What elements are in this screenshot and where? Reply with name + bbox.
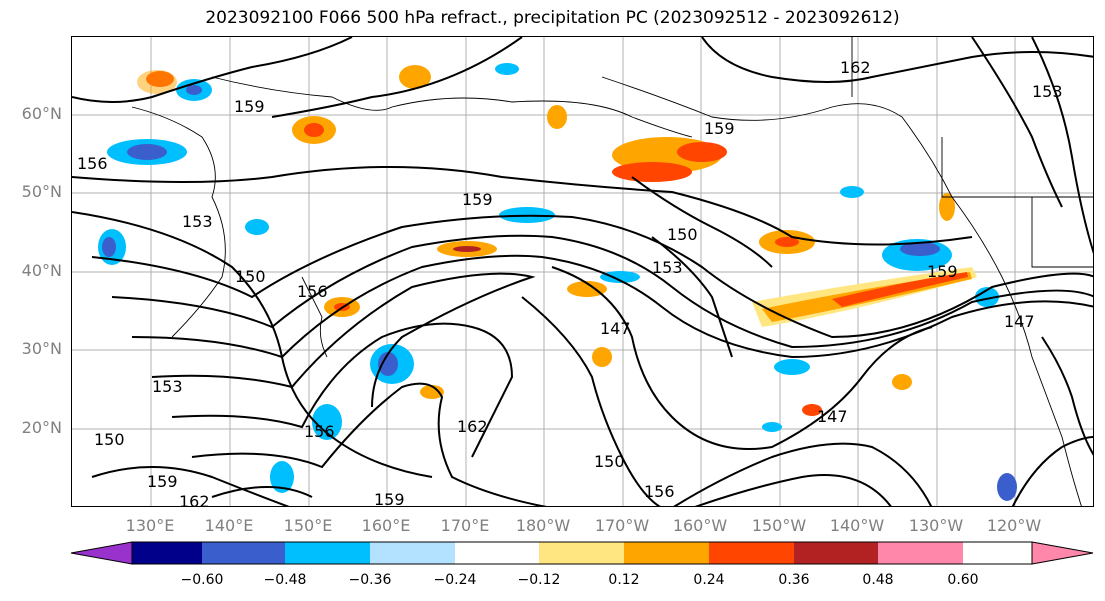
colorbar-segment — [202, 542, 285, 564]
lon-label-150e: 150°E — [283, 516, 333, 535]
lat-label-30n: 30°N — [21, 339, 62, 358]
map-title: 2023092100 F066 500 hPa refract., precip… — [205, 8, 900, 28]
contour-label: 150 — [235, 267, 266, 286]
map-panel: 162 159 156 153 150 147 159 150 153 156 … — [71, 36, 1094, 507]
colorbar-segment — [455, 542, 539, 564]
contour-label: 159 — [927, 262, 958, 281]
colorbar-high-extend — [1031, 541, 1094, 565]
colorbar-tick: −0.60 — [180, 572, 224, 588]
colorbar-segment — [285, 542, 370, 564]
contour-label: 153 — [152, 377, 183, 396]
colorbar-tick: 0.24 — [693, 572, 725, 588]
contour-label: 162 — [457, 417, 488, 436]
colorbar-segments — [131, 541, 1033, 565]
contour-label: 153 — [1032, 82, 1063, 101]
contour-label: 159 — [374, 490, 405, 507]
colorbar-segment — [963, 542, 1032, 564]
contour-label: 147 — [600, 319, 631, 338]
lat-label-60n: 60°N — [21, 104, 62, 123]
contour-label: 150 — [667, 225, 698, 244]
contour-label: 150 — [94, 430, 125, 449]
lon-label-130w: 130°W — [908, 516, 964, 535]
colorbar-segment — [370, 542, 455, 564]
colorbar-low-extend — [70, 541, 133, 565]
contour-label: 159 — [234, 97, 265, 116]
lon-label-160e: 160°E — [361, 516, 411, 535]
colorbar-segment — [709, 542, 794, 564]
contour-label: 156 — [297, 282, 328, 301]
gridlines — [72, 37, 1093, 506]
lat-label-40n: 40°N — [21, 261, 62, 280]
precip-positive — [137, 65, 977, 416]
colorbar-tick: 0.12 — [608, 572, 640, 588]
colorbar-segment — [794, 542, 878, 564]
colorbar-segment — [132, 542, 202, 564]
lon-label-140w: 140°W — [829, 516, 885, 535]
coastlines — [131, 37, 1093, 506]
contour-label: 156 — [304, 422, 335, 441]
contour-label: 153 — [652, 258, 683, 277]
colorbar-tick: 0.48 — [862, 572, 894, 588]
lon-label-170e: 170°E — [440, 516, 490, 535]
lat-label-50n: 50°N — [21, 182, 62, 201]
contour-label: 159 — [704, 119, 735, 138]
map-canvas: 162 159 156 153 150 147 159 150 153 156 … — [72, 37, 1093, 507]
colorbar-segment — [624, 542, 709, 564]
colorbar-tick: 0.36 — [778, 572, 810, 588]
contour-label: 147 — [1004, 312, 1035, 331]
contour-label: 156 — [644, 482, 675, 501]
contour-label: 162 — [840, 58, 871, 77]
lon-label-170w: 170°W — [594, 516, 650, 535]
colorbar-segment — [878, 542, 963, 564]
precip-negative — [98, 63, 1017, 501]
lon-label-150w: 150°W — [751, 516, 807, 535]
contour-label: 153 — [182, 212, 213, 231]
colorbar-tick: −0.24 — [433, 572, 477, 588]
colorbar-segment — [539, 542, 624, 564]
lon-label-120w: 120°W — [986, 516, 1042, 535]
contour-label-group: 162 159 156 153 150 147 159 150 153 156 … — [77, 58, 1063, 507]
lon-label-180w: 180°W — [515, 516, 571, 535]
colorbar-tick: 0.60 — [947, 572, 979, 588]
contour-label: 150 — [594, 452, 625, 471]
lon-label-140e: 140°E — [204, 516, 254, 535]
lon-label-130e: 130°E — [125, 516, 175, 535]
lon-label-160w: 160°W — [672, 516, 728, 535]
lat-label-20n: 20°N — [21, 418, 62, 437]
colorbar-tick: −0.48 — [263, 572, 307, 588]
colorbar — [70, 541, 1094, 565]
contour-label: 156 — [77, 154, 108, 173]
contour-label: 159 — [462, 190, 493, 209]
colorbar-tick: −0.36 — [348, 572, 392, 588]
contour-label: 147 — [817, 407, 848, 426]
colorbar-tick: −0.12 — [517, 572, 561, 588]
refractivity-contours — [72, 37, 1093, 506]
contour-label: 162 — [179, 492, 210, 507]
contour-label: 159 — [147, 472, 178, 491]
